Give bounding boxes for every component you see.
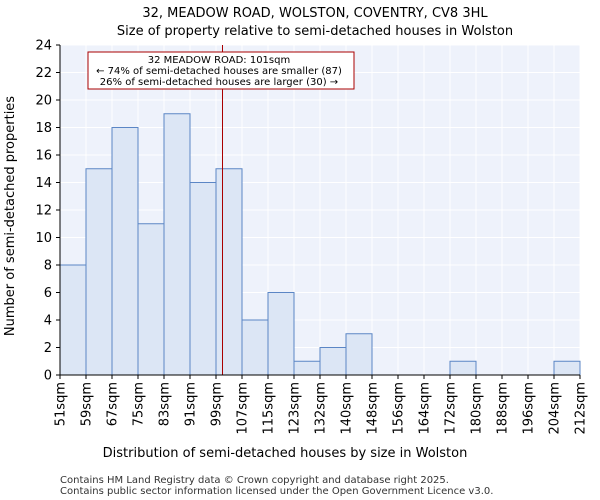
x-tick-label-180sqm: 180sqm — [470, 382, 485, 435]
bar-51sqm — [59, 264, 87, 376]
y-tick-label: 22 — [35, 66, 52, 81]
y-tick-label: 12 — [35, 204, 52, 219]
x-tick-label-188sqm: 188sqm — [496, 382, 511, 435]
x-tick-label-204sqm: 204sqm — [548, 382, 563, 435]
bar-132sqm — [319, 347, 347, 376]
y-tick-label: 2 — [44, 341, 52, 356]
y-tick-label: 6 — [44, 286, 52, 301]
footer-line-1: Contains HM Land Registry data © Crown c… — [60, 475, 449, 486]
x-tick-label-123sqm: 123sqm — [288, 382, 303, 435]
bar-83sqm — [163, 113, 191, 376]
y-tick-label: 10 — [35, 231, 52, 246]
y-tick-label: 18 — [35, 121, 52, 136]
y-tick-label: 0 — [44, 369, 52, 384]
annotation-line-3: 26% of semi-detached houses are larger (… — [100, 77, 338, 88]
bar-99sqm — [215, 168, 243, 376]
y-tick-label: 8 — [44, 259, 52, 274]
x-tick-label-51sqm: 51sqm — [54, 382, 69, 426]
x-tick-label-148sqm: 148sqm — [366, 382, 381, 435]
x-tick-label-67sqm: 67sqm — [106, 382, 121, 426]
bar-204sqm — [553, 360, 581, 376]
x-tick-label-83sqm: 83sqm — [158, 382, 173, 426]
x-tick-label-91sqm: 91sqm — [184, 382, 199, 426]
bar-123sqm — [293, 360, 321, 376]
annotation-line-2: ← 74% of semi-detached houses are smalle… — [96, 66, 342, 77]
y-tick-label: 24 — [35, 39, 52, 54]
bar-67sqm — [111, 127, 139, 376]
x-tick-label-75sqm: 75sqm — [132, 382, 147, 426]
bars — [59, 113, 581, 376]
x-tick-label-59sqm: 59sqm — [80, 382, 95, 426]
chart-title: 32, MEADOW ROAD, WOLSTON, COVENTRY, CV8 … — [142, 6, 488, 21]
y-tick-label: 14 — [35, 176, 52, 191]
x-tick-label-196sqm: 196sqm — [522, 382, 537, 435]
annotation-box: 32 MEADOW ROAD: 101sqm ← 74% of semi-det… — [87, 51, 355, 90]
y-tick-label: 4 — [44, 314, 52, 329]
x-tick-label-156sqm: 156sqm — [392, 382, 407, 435]
y-tick-label: 20 — [35, 94, 52, 109]
bar-115sqm — [267, 292, 295, 376]
footer-line-2: Contains public sector information licen… — [60, 486, 493, 497]
x-axis-label: Distribution of semi-detached houses by … — [103, 446, 468, 461]
y-axis-label: Number of semi-detached properties — [3, 96, 18, 336]
bar-59sqm — [85, 168, 113, 376]
annotation-line-1: 32 MEADOW ROAD: 101sqm — [148, 55, 290, 66]
bar-107sqm — [241, 319, 269, 376]
x-tick-label-107sqm: 107sqm — [236, 382, 251, 435]
chart-subtitle: Size of property relative to semi-detach… — [117, 24, 513, 39]
x-tick-label-212sqm: 212sqm — [574, 382, 589, 435]
bar-172sqm — [449, 360, 477, 376]
x-tick-label-132sqm: 132sqm — [314, 382, 329, 435]
x-tick-label-164sqm: 164sqm — [418, 382, 433, 435]
x-tick-label-140sqm: 140sqm — [340, 382, 355, 435]
bar-75sqm — [137, 223, 165, 376]
x-tick-label-172sqm: 172sqm — [444, 382, 459, 435]
bar-91sqm — [189, 182, 217, 376]
annotation-border — [87, 51, 355, 90]
x-tick-label-115sqm: 115sqm — [262, 382, 277, 435]
x-tick-labels: 51sqm 59sqm 67sqm 75sqm 83sqm 91sqm 99sqm 107sq… — [54, 375, 589, 435]
y-tick-label: 16 — [35, 149, 52, 164]
x-tick-label-99sqm: 99sqm — [210, 382, 225, 426]
bar-140sqm — [345, 333, 373, 376]
